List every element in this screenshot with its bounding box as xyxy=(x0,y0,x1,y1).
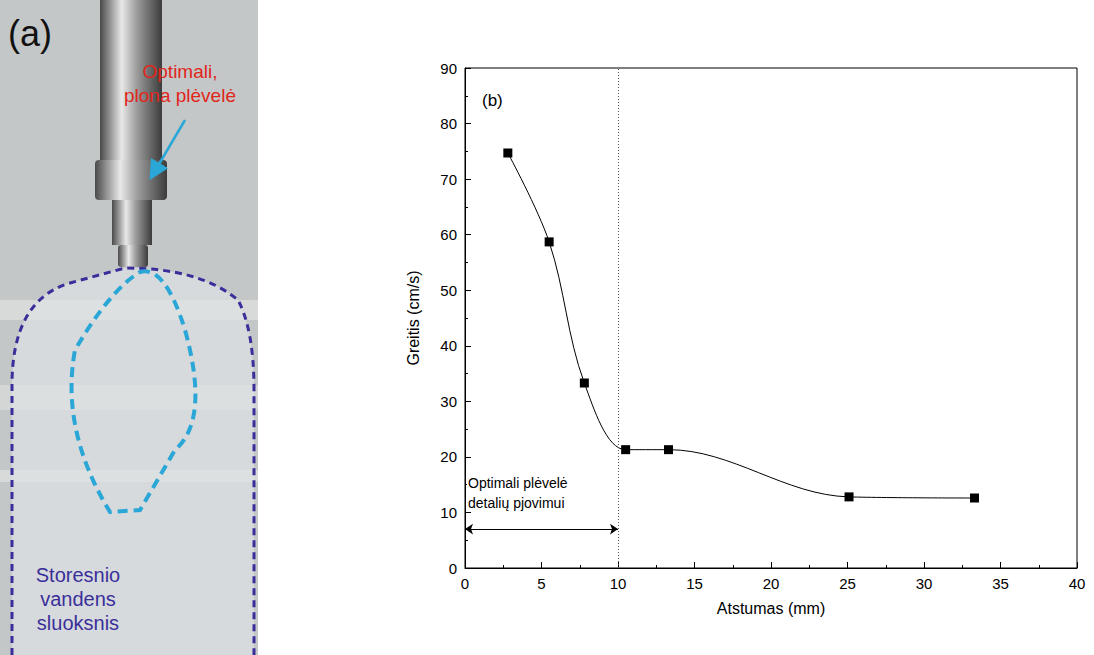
svg-text:Greitis (cm/s): Greitis (cm/s) xyxy=(405,270,422,365)
svg-text:80: 80 xyxy=(440,115,457,132)
svg-text:(a): (a) xyxy=(8,13,52,54)
svg-text:70: 70 xyxy=(440,171,457,188)
svg-text:10: 10 xyxy=(610,575,627,592)
svg-text:sluoksnis: sluoksnis xyxy=(37,612,119,634)
svg-text:50: 50 xyxy=(440,282,457,299)
svg-text:90: 90 xyxy=(440,60,457,77)
svg-text:plona plėvelė: plona plėvelė xyxy=(124,85,236,106)
svg-text:10: 10 xyxy=(440,504,457,521)
svg-text:35: 35 xyxy=(992,575,1009,592)
svg-text:20: 20 xyxy=(440,448,457,465)
svg-text:Atstumas (mm): Atstumas (mm) xyxy=(717,600,825,617)
svg-text:25: 25 xyxy=(839,575,856,592)
svg-text:20: 20 xyxy=(763,575,780,592)
svg-text:30: 30 xyxy=(440,393,457,410)
svg-text:5: 5 xyxy=(537,575,545,592)
svg-text:15: 15 xyxy=(686,575,703,592)
svg-text:detalių pjovimui: detalių pjovimui xyxy=(468,495,565,511)
svg-text:Storesnio: Storesnio xyxy=(36,564,121,586)
svg-text:vandens: vandens xyxy=(40,588,116,610)
svg-text:0: 0 xyxy=(449,560,457,577)
svg-text:Optimali plėvelė: Optimali plėvelė xyxy=(468,475,568,491)
svg-text:Optimali,: Optimali, xyxy=(143,61,218,82)
svg-text:(b): (b) xyxy=(482,91,503,110)
svg-text:40: 40 xyxy=(440,337,457,354)
svg-text:40: 40 xyxy=(1069,575,1086,592)
svg-text:60: 60 xyxy=(440,226,457,243)
svg-text:0: 0 xyxy=(461,575,469,592)
svg-text:30: 30 xyxy=(916,575,933,592)
